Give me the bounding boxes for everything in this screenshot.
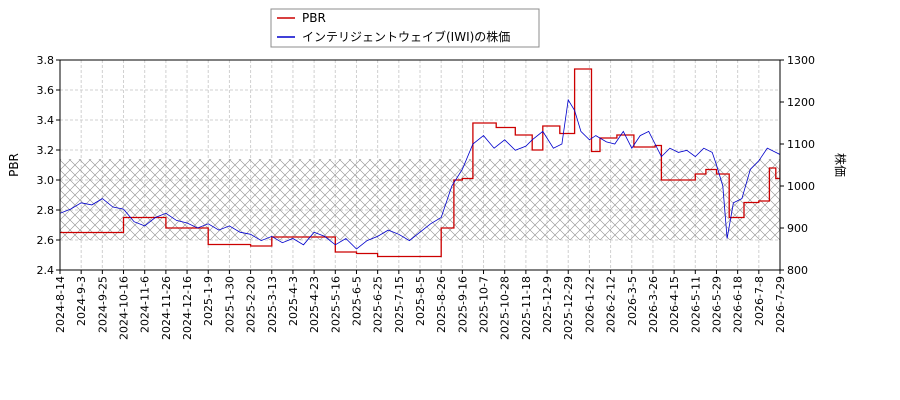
x-tick-label: 2025-12-9: [541, 276, 554, 333]
x-tick-label: 2026-3-5: [626, 276, 639, 326]
x-tick-label: 2026-1-22: [583, 276, 596, 333]
x-tick-label: 2025-10-7: [478, 276, 491, 333]
left-tick-label: 3.6: [37, 84, 55, 97]
x-tick-label: 2025-9-16: [456, 276, 469, 333]
x-tick-label: 2026-7-29: [774, 276, 787, 333]
left-tick-label: 2.8: [37, 204, 55, 217]
x-tick-label: 2026-3-26: [647, 276, 660, 333]
x-tick-label: 2024-8-14: [54, 276, 67, 333]
left-tick-label: 3.0: [37, 174, 55, 187]
x-tick-label: 2025-5-16: [329, 276, 342, 333]
right-tick-label: 1000: [787, 180, 815, 193]
x-tick-label: 2025-6-5: [350, 276, 363, 326]
x-tick-label: 2024-11-6: [139, 276, 152, 333]
x-tick-label: 2026-2-12: [605, 276, 618, 333]
right-tick-label: 900: [787, 222, 808, 235]
left-tick-label: 3.2: [37, 144, 55, 157]
x-tick-label: 2025-3-13: [266, 276, 279, 333]
legend-label-price: インテリジェントウェイブ(IWI)の株価: [302, 29, 510, 44]
x-axis-ticks: 2024-8-14 2024-9-3 2024-9-25 2024-10-16 2024…: [54, 270, 787, 340]
x-tick-label: 2025-1-30: [223, 276, 236, 333]
x-tick-label: 2025-4-23: [308, 276, 321, 333]
x-tick-label: 2024-11-26: [160, 276, 173, 340]
right-tick-label: 1300: [787, 54, 815, 67]
left-tick-label: 3.4: [37, 114, 55, 127]
legend-label-pbr: PBR: [302, 11, 326, 25]
x-tick-label: 2024-12-16: [181, 276, 194, 340]
x-tick-label: 2025-12-29: [562, 276, 575, 340]
x-tick-label: 2025-2-20: [245, 276, 258, 333]
left-tick-label: 2.6: [37, 234, 55, 247]
x-tick-label: 2026-6-18: [732, 276, 745, 333]
x-tick-label: 2025-4-3: [287, 276, 300, 326]
x-tick-label: 2026-5-11: [689, 276, 702, 333]
x-tick-label: 2025-10-28: [499, 276, 512, 340]
right-axis-label: 株価: [833, 153, 848, 177]
right-tick-label: 800: [787, 264, 808, 277]
x-tick-label: 2025-11-18: [520, 276, 533, 340]
hatched-band: [60, 159, 780, 240]
x-tick-label: 2026-7-8: [753, 276, 766, 326]
right-axis-ticks: 800 900 1000 1100 1200 1300: [780, 54, 815, 277]
x-tick-label: 2024-9-3: [75, 276, 88, 326]
series-line-pbr: [60, 68, 780, 258]
x-tick-label: 2024-10-16: [118, 276, 131, 340]
left-tick-label: 2.4: [37, 264, 55, 277]
x-tick-label: 2026-5-29: [710, 276, 723, 333]
x-tick-label: 2025-8-5: [414, 276, 427, 326]
right-tick-label: 1100: [787, 138, 815, 151]
x-tick-label: 2025-8-26: [435, 276, 448, 333]
x-tick-label: 2025-6-25: [372, 276, 385, 333]
x-tick-label: 2025-1-9: [202, 276, 215, 326]
left-axis-label: PBR: [7, 153, 21, 177]
x-tick-label: 2024-9-25: [96, 276, 109, 333]
left-tick-label: 3.8: [37, 54, 55, 67]
x-tick-label: 2026-4-15: [668, 276, 681, 333]
x-tick-label: 2025-7-15: [393, 276, 406, 333]
legend-box: [270, 8, 540, 48]
left-axis-ticks: 2.4 2.6 2.8 3.0 3.2 3.4 3.6 3.8: [37, 54, 60, 277]
legend: PBR インテリジェントウェイブ(IWI)の株価: [270, 8, 540, 48]
series-line-price: [60, 98, 780, 250]
right-tick-label: 1200: [787, 96, 815, 109]
series-layer: [60, 68, 780, 258]
